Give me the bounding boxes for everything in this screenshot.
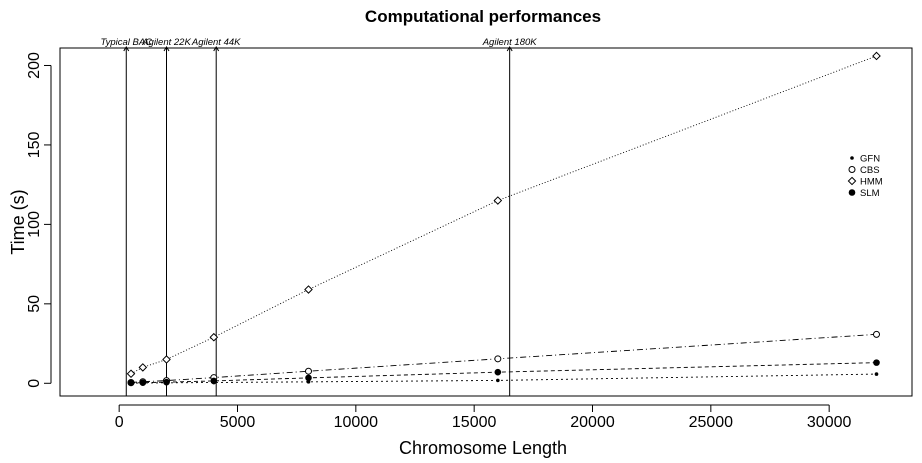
x-tick-label-5000: 5000 [220,414,256,431]
point-hmm-2 [162,355,171,364]
point-slm-5 [494,368,502,376]
series-hmm [126,51,881,379]
point-gfn-5 [496,378,500,383]
legend-marker-cbs [848,166,856,173]
axis-ticks: 0 5000 10000 15000 20000 25000 30000 0 50 100 150 2… [26,52,852,431]
x-axis-label: Chromosome Length [399,438,567,458]
legend-marker-hmm [847,176,857,186]
plot-frame [59,47,913,397]
y-tick-label-100: 100 [26,211,43,238]
x-tick-label-10000: 10000 [334,414,379,431]
point-hmm-3 [209,332,219,342]
legend-marker-gfn [850,156,854,160]
marker-arrow-2 [213,46,220,52]
point-cbs-5 [494,355,502,363]
marker-label-0: Typical BAC [100,37,152,48]
series-gfn [129,372,879,385]
marker-label-2: Agilent 44K [191,37,241,48]
chart-title: Computational performances [365,7,601,26]
point-cbs-4 [305,367,312,375]
point-slm-0 [127,379,135,387]
marker-label-1: Agilent 22K [141,37,191,48]
marker-label-3: Agilent 180K [482,37,538,48]
legend-label-hmm: HMM [860,177,883,188]
y-tick-label-0: 0 [26,379,43,388]
x-tick-label-15000: 15000 [452,414,497,431]
point-hmm-1 [138,363,148,372]
marker-arrow-1 [163,46,170,52]
series-line-hmm [130,55,877,375]
point-hmm-5 [493,196,503,205]
x-tick-label-30000: 30000 [807,414,852,431]
point-slm-2 [163,378,170,386]
point-hmm-4 [304,285,313,294]
legend-label-gfn: GFN [860,154,880,165]
legend-marker-slm [848,189,856,196]
point-hmm-6 [872,51,881,61]
y-tick-label-150: 150 [26,131,43,158]
series-line-slm [130,362,877,384]
point-hmm-0 [126,369,136,379]
series-line-gfn [130,373,877,384]
marker-arrow-0 [123,46,130,52]
marker-arrow-3 [506,46,513,52]
series-slm [127,359,880,387]
x-tick-label-0: 0 [115,414,124,431]
y-tick-label-200: 200 [26,52,43,79]
series-line-cbs [130,333,877,383]
x-tick-label-25000: 25000 [689,414,734,431]
point-slm-1 [139,379,147,386]
y-tick-label-50: 50 [26,295,43,313]
y-axis-label: Time (s) [8,189,28,254]
point-slm-6 [873,359,880,366]
legend-label-slm: SLM [860,188,880,199]
point-cbs-6 [873,330,880,338]
point-gfn-6 [874,372,879,376]
point-slm-3 [210,377,218,385]
data-series [126,51,881,387]
point-slm-4 [305,374,312,382]
x-tick-label-20000: 20000 [570,414,615,431]
series-cbs [127,330,880,386]
legend-label-cbs: CBS [860,165,880,176]
